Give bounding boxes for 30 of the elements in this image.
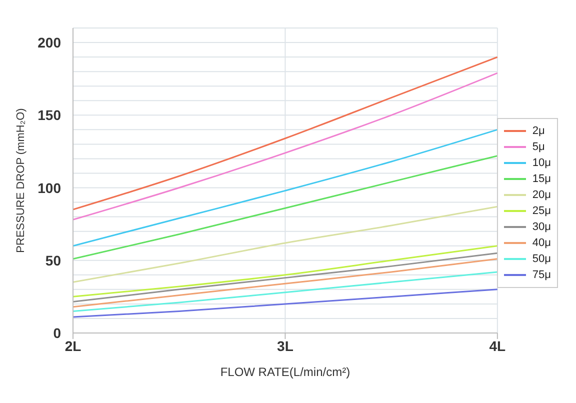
legend-label: 25μ — [532, 204, 551, 219]
legend-label: 75μ — [532, 268, 551, 283]
legend-label: 15μ — [532, 172, 551, 187]
line-series — [73, 128, 498, 247]
legend-label: 20μ — [532, 188, 551, 203]
y-tick-label: 150 — [38, 107, 62, 124]
x-axis-title: FLOW RATE(L/min/cm²) — [220, 365, 350, 379]
legend-label: 50μ — [532, 252, 551, 267]
line-series — [73, 72, 498, 220]
line-series — [73, 56, 498, 210]
line-series — [73, 206, 498, 283]
line-series — [73, 245, 498, 298]
line-series — [73, 288, 498, 318]
x-tick-label: 3L — [277, 338, 294, 354]
legend-label: 40μ — [532, 236, 551, 251]
x-tick-label: 2L — [64, 338, 82, 354]
legend-label: 2μ — [532, 124, 545, 139]
line-series — [73, 271, 498, 312]
y-tick-label: 200 — [38, 34, 62, 51]
legend-label: 30μ — [532, 220, 551, 235]
legend-label: 5μ — [532, 140, 545, 155]
line-series — [73, 155, 498, 260]
x-tick-label: 4L — [489, 338, 506, 354]
line-series — [73, 252, 498, 303]
legend-label: 10μ — [532, 156, 551, 171]
line-series — [73, 258, 498, 308]
y-tick-label: 50 — [45, 252, 62, 268]
y-tick-label: 0 — [53, 325, 62, 341]
y-tick-label: 100 — [38, 180, 62, 196]
y-axis-title: PRESSURE DROP (mmH₂O) — [14, 108, 27, 253]
